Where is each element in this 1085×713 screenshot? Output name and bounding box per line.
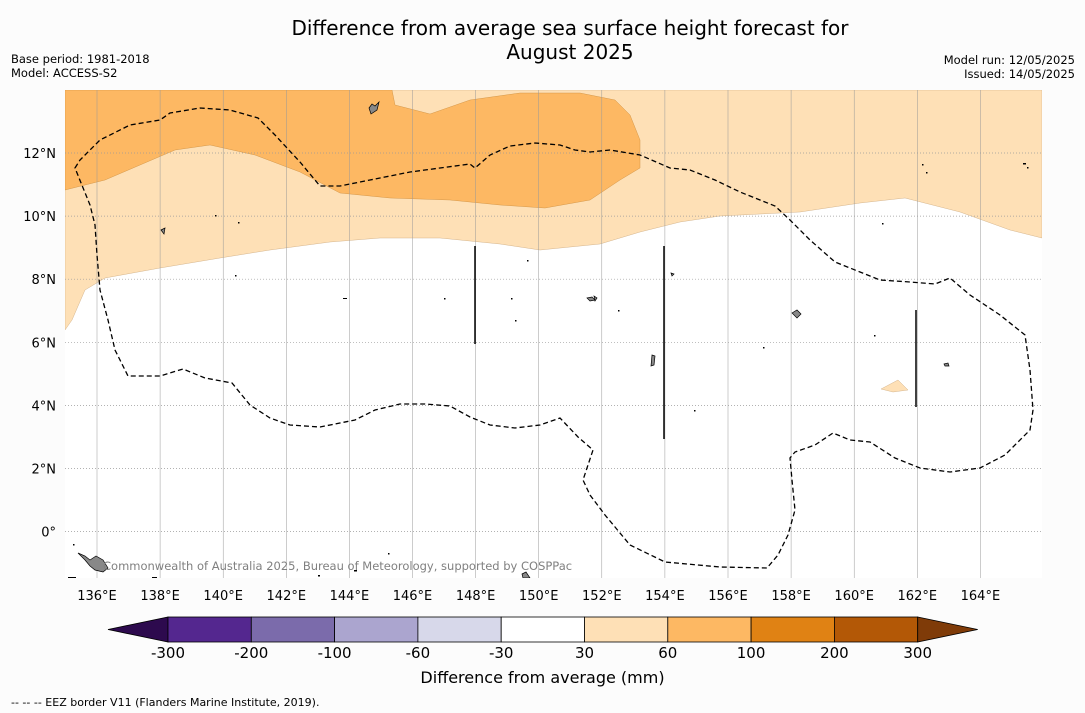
colorbar-tick: -200 xyxy=(234,644,268,662)
anomaly-patch xyxy=(880,379,909,393)
colorbar-segment xyxy=(750,616,835,643)
colorbar-tick: -100 xyxy=(318,644,352,662)
title-line-1: Difference from average sea surface heig… xyxy=(291,16,849,40)
colorbar xyxy=(107,616,978,643)
colorbar-tick: -300 xyxy=(151,644,185,662)
copyright-notice: Commonwealth of Australia 2025, Bureau o… xyxy=(103,559,572,573)
lon-tick-label: 138°E xyxy=(140,589,180,604)
colorbar-tick: 60 xyxy=(658,644,677,662)
latitude-gridlines xyxy=(65,152,1042,532)
lon-tick-label: 148°E xyxy=(456,589,496,604)
small-atolls xyxy=(68,163,1029,578)
colorbar-segment xyxy=(667,616,752,643)
island-guam xyxy=(368,100,380,115)
colorbar-tick: 100 xyxy=(737,644,766,662)
model-info: Base period: 1981-2018 Model: ACCESS-S2 xyxy=(11,52,150,80)
lon-tick-label: 146°E xyxy=(393,589,433,604)
island-palau xyxy=(77,552,109,573)
lon-tick-label: 156°E xyxy=(708,589,748,604)
colorbar-tick: 300 xyxy=(903,644,932,662)
model-run: Model run: 12/05/2025 xyxy=(943,53,1075,67)
colorbar-segment xyxy=(834,616,919,643)
colorbar-segment xyxy=(584,616,669,643)
colorbar-over-arrow xyxy=(917,616,978,643)
map-title: Difference from average sea surface heig… xyxy=(0,16,1085,64)
colorbar-label: Difference from average (mm) xyxy=(420,668,665,687)
longitude-labels: 136°E 138°E 140°E 142°E 144°E 146°E 148°E 150°E… xyxy=(77,589,1000,604)
colorbar-segment xyxy=(167,616,252,643)
lat-tick-label: 10°N xyxy=(23,210,56,225)
lat-tick-label: 4°N xyxy=(32,399,57,414)
island-pohnpei xyxy=(791,309,802,319)
lat-tick-label: 12°N xyxy=(23,147,56,162)
colorbar-segment xyxy=(250,616,336,643)
lon-tick-label: 142°E xyxy=(267,589,307,604)
lon-tick-label: 150°E xyxy=(519,589,559,604)
colorbar-tick: -30 xyxy=(489,644,514,662)
lon-tick-label: 154°E xyxy=(645,589,685,604)
lat-tick-label: 8°N xyxy=(32,273,57,288)
issued-date: Issued: 14/05/2025 xyxy=(964,67,1075,81)
colorbar-segment xyxy=(500,616,585,643)
colorbar-tick: 30 xyxy=(575,644,594,662)
lon-tick-label: 136°E xyxy=(77,589,117,604)
lon-tick-label: 140°E xyxy=(203,589,243,604)
colorbar-tick: -60 xyxy=(406,644,431,662)
model-name: Model: ACCESS-S2 xyxy=(11,66,118,80)
run-info: Model run: 12/05/2025 Issued: 14/05/2025 xyxy=(944,53,1075,81)
latitude-labels: 12°N 10°N 8°N 6°N 4°N 2°N 0° xyxy=(23,147,56,541)
lon-tick-label: 162°E xyxy=(898,589,938,604)
colorbar-tick: 200 xyxy=(820,644,849,662)
islands xyxy=(77,100,950,578)
lon-tick-label: 144°E xyxy=(330,589,370,604)
title-line-2: August 2025 xyxy=(506,40,634,64)
lon-tick-label: 160°E xyxy=(834,589,874,604)
colorbar-tick-labels: -300 -200 -100 -60 -30 30 60 100 200 300 xyxy=(151,644,932,662)
colorbar-under-arrow xyxy=(107,616,169,643)
colorbar-segment xyxy=(334,616,419,643)
longitude-gridlines xyxy=(96,90,981,578)
eez-legend-note: -- -- -- EEZ border V11 (Flanders Marine… xyxy=(11,696,320,709)
colorbar-segment xyxy=(417,616,502,643)
lon-tick-label: 164°E xyxy=(961,589,1001,604)
lat-tick-label: 0° xyxy=(41,526,56,541)
lat-tick-label: 2°N xyxy=(32,463,57,478)
lon-tick-label: 158°E xyxy=(771,589,811,604)
base-period: Base period: 1981-2018 xyxy=(11,52,150,66)
lat-tick-label: 6°N xyxy=(32,336,57,351)
eez-border xyxy=(74,107,1034,569)
anomaly-60-100-region xyxy=(65,90,641,209)
lon-tick-label: 152°E xyxy=(582,589,622,604)
